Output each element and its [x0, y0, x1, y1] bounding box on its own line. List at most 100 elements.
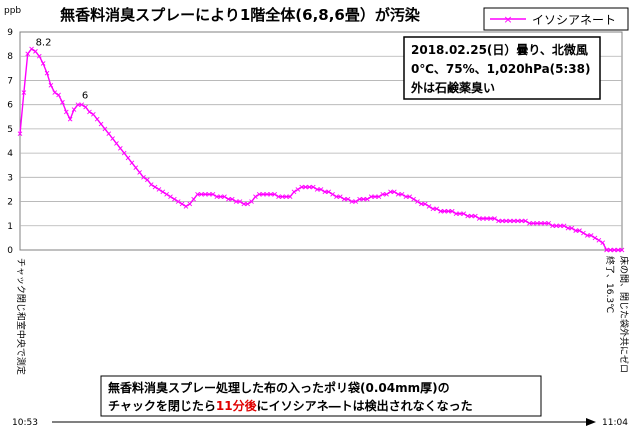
data-label-1: 6	[82, 91, 88, 102]
data-point	[588, 233, 594, 238]
legend-box	[483, 7, 629, 31]
data-point	[21, 90, 27, 95]
data-point	[118, 145, 123, 151]
data-point	[36, 53, 42, 59]
chart-title: 無香料消臭スプレーにより1階全体(6,8,6畳）が汚染	[60, 6, 421, 24]
data-point	[141, 175, 146, 180]
data-point	[554, 223, 559, 229]
data-point	[87, 109, 92, 115]
data-point	[449, 208, 455, 214]
legend-label: イソシアネート	[532, 13, 616, 27]
legend-marker: ×	[503, 13, 512, 26]
data-point	[125, 155, 131, 161]
data-point	[384, 191, 389, 197]
caption-line-2-before: チャックを閉じたら	[108, 399, 216, 413]
data-point	[303, 184, 308, 190]
caption-frame	[100, 375, 542, 417]
data-point	[337, 194, 343, 200]
data-point	[426, 204, 432, 209]
data-point	[419, 201, 424, 207]
data-point	[40, 61, 46, 66]
data-point	[438, 208, 443, 214]
data-point	[283, 194, 289, 200]
data-point	[480, 216, 486, 221]
x-start-label: 10:53	[12, 418, 38, 428]
data-point	[233, 199, 239, 204]
data-point	[268, 191, 274, 197]
info-box: 2018.02.25(日）曇り、北微風 0℃、75%、1,020hPa(5:38…	[403, 36, 601, 100]
data-point	[137, 170, 142, 175]
data-point	[44, 70, 50, 76]
data-point	[17, 131, 23, 137]
data-point	[538, 221, 544, 226]
data-point	[241, 201, 247, 207]
data-point	[349, 199, 355, 204]
data-point	[596, 237, 602, 243]
data-point	[353, 199, 359, 204]
data-point	[307, 184, 312, 190]
data-point	[56, 92, 61, 98]
data-point	[519, 218, 524, 224]
caption-highlight: 11分後	[216, 398, 258, 413]
y-tick-6: 6	[7, 101, 13, 111]
data-point	[465, 213, 470, 219]
data-point	[276, 194, 281, 200]
info-line-3: 外は石鹸薬臭い	[411, 80, 495, 95]
series-layer	[17, 46, 625, 253]
data-point	[584, 233, 590, 238]
annotation-layer: 8.26	[36, 37, 89, 101]
data-point	[604, 247, 609, 253]
data-point	[79, 102, 85, 107]
data-point	[114, 141, 119, 146]
data-point	[334, 194, 339, 200]
data-point	[457, 211, 463, 216]
data-point	[492, 216, 497, 221]
data-point	[168, 194, 173, 200]
data-point	[326, 189, 332, 195]
info-line-1: 2018.02.25(日）曇り、北微風	[411, 42, 588, 57]
data-point	[542, 221, 548, 226]
data-point	[357, 196, 362, 202]
data-point	[253, 194, 258, 200]
data-point	[515, 218, 521, 224]
data-point	[229, 196, 235, 202]
data-point	[476, 216, 482, 221]
data-point	[361, 196, 366, 202]
data-point	[272, 191, 278, 197]
data-point	[557, 223, 563, 229]
data-point	[600, 240, 606, 246]
caption-box: 無香料消臭スプレー処理した布の入ったポリ袋(0.04mm厚)の チャックを閉じた…	[100, 375, 542, 417]
y-tick-3: 3	[7, 173, 13, 183]
data-point	[75, 102, 81, 107]
data-point	[496, 218, 501, 224]
x-end-label: 11:04	[602, 418, 628, 428]
data-point	[33, 49, 38, 54]
data-point	[619, 247, 625, 253]
data-point	[380, 191, 386, 197]
data-point	[546, 221, 551, 226]
data-point	[345, 196, 351, 202]
data-point	[615, 247, 621, 253]
data-point	[152, 184, 158, 190]
data-point	[364, 196, 370, 202]
data-point	[295, 187, 301, 192]
data-point	[530, 221, 536, 226]
y-tick-7: 7	[7, 76, 13, 86]
data-point	[164, 191, 169, 197]
data-point	[280, 194, 285, 200]
data-point	[29, 46, 34, 52]
caption-line-1: 無香料消臭スプレー処理した布の入ったポリ袋(0.04mm厚)の	[108, 380, 450, 395]
data-point	[415, 199, 420, 204]
data-point	[110, 136, 115, 141]
data-point	[83, 104, 88, 110]
data-point	[199, 191, 204, 197]
caption-line-2-after: にイソシアネ―トは検出されなくなった	[257, 398, 473, 413]
data-point	[469, 213, 474, 219]
data-point	[195, 191, 200, 197]
left-vertical-note: チャック閉じ和室中央で測定	[15, 258, 27, 375]
data-point	[256, 191, 262, 197]
data-point	[98, 121, 104, 127]
data-point	[422, 201, 428, 207]
data-point	[191, 196, 196, 202]
